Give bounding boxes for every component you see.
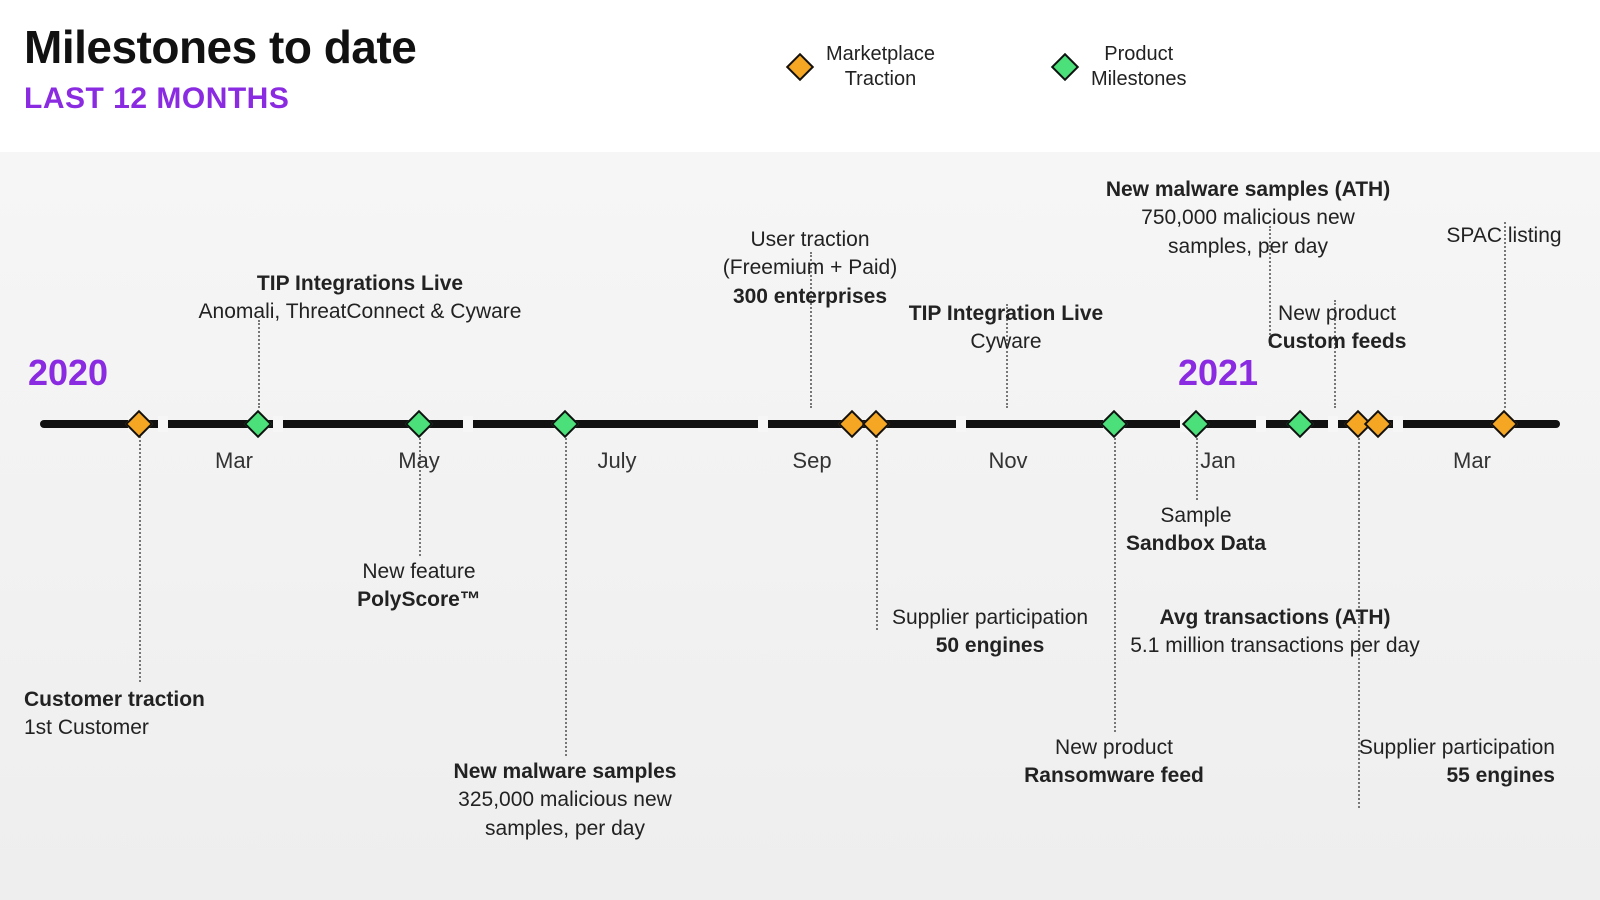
annotation: New malware samples (ATH)750,000 malicio…: [1106, 176, 1390, 261]
year-label: 2020: [28, 352, 108, 394]
month-label: July: [597, 448, 636, 474]
milestones-slide: Milestones to date LAST 12 MONTHS Market…: [0, 0, 1600, 900]
legend-product: ProductMilestones: [1055, 42, 1187, 92]
axis-gap: [158, 416, 168, 432]
annotation: Supplier participation55 engines: [1359, 734, 1555, 791]
month-label: Sep: [792, 448, 831, 474]
annotation: TIP Integrations LiveAnomali, ThreatConn…: [199, 270, 522, 327]
legend-label: ProductMilestones: [1091, 42, 1187, 92]
axis-gap: [273, 416, 283, 432]
annotation: TIP Integration LiveCyware: [909, 300, 1103, 357]
month-label: Mar: [215, 448, 253, 474]
leader-line: [1196, 433, 1198, 500]
annotation: New featurePolyScore™: [357, 558, 481, 615]
axis-gap: [1393, 416, 1403, 432]
annotation: Customer traction1st Customer: [24, 686, 205, 743]
diamond-icon: [1051, 53, 1079, 81]
leader-line: [258, 320, 260, 408]
header: Milestones to date LAST 12 MONTHS: [24, 20, 416, 116]
axis-gap: [956, 416, 966, 432]
leader-line: [876, 433, 878, 630]
legend: MarketplaceTraction ProductMilestones: [790, 42, 1187, 92]
leader-line: [139, 433, 141, 682]
page-title: Milestones to date: [24, 20, 416, 74]
annotation: SampleSandbox Data: [1126, 502, 1266, 559]
axis-gap: [1328, 416, 1338, 432]
annotation: Supplier participation50 engines: [892, 604, 1088, 661]
legend-label: MarketplaceTraction: [826, 42, 935, 92]
page-subtitle: LAST 12 MONTHS: [24, 82, 416, 116]
annotation: New productCustom feeds: [1268, 300, 1407, 357]
annotation: New malware samples325,000 malicious new…: [454, 758, 677, 843]
legend-marketplace: MarketplaceTraction: [790, 42, 935, 92]
annotation: Avg transactions (ATH)5.1 million transa…: [1130, 604, 1419, 661]
axis-gap: [1256, 416, 1266, 432]
month-label: Mar: [1453, 448, 1491, 474]
axis-gap: [463, 416, 473, 432]
year-label: 2021: [1178, 352, 1258, 394]
axis-gap: [758, 416, 768, 432]
month-label: Nov: [988, 448, 1027, 474]
diamond-icon: [786, 53, 814, 81]
annotation: New productRansomware feed: [1024, 734, 1204, 791]
annotation: SPAC listing: [1446, 222, 1561, 250]
month-label: May: [398, 448, 440, 474]
month-label: Jan: [1200, 448, 1235, 474]
timeline: Mar May July Sep Nov Jan Mar 2020 2021 Customer t…: [0, 152, 1600, 900]
annotation: User traction(Freemium + Paid)300 enterp…: [723, 226, 897, 311]
leader-line: [1114, 433, 1116, 732]
leader-line: [565, 433, 567, 756]
